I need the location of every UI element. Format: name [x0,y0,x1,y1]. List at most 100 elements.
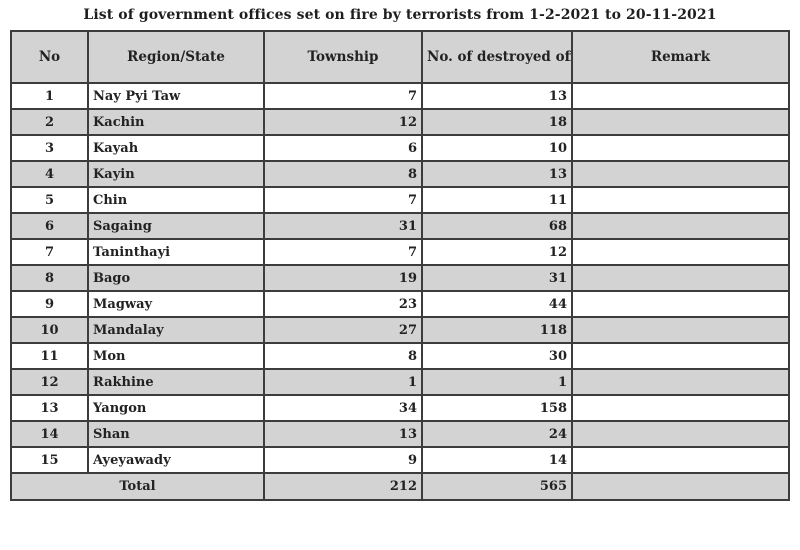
cell-region: Mon [87,342,265,370]
cell-no: 4 [10,160,89,188]
cell-no: 5 [10,186,89,214]
cell-township: 12 [263,108,423,136]
header-region: Region/State [87,30,265,84]
cell-destroyed: 44 [421,290,573,318]
cell-township: 7 [263,82,423,110]
cell-region: Sagaing [87,212,265,240]
total-destroyed-value: 565 [421,472,573,501]
cell-township: 34 [263,394,423,422]
total-label: Total [10,472,265,501]
table-row: 15 Ayeyawady 9 14 [10,446,790,474]
header-row: No Region/State Township No. of destroye… [10,30,790,84]
cell-destroyed: 14 [421,446,573,474]
header-remark: Remark [571,30,790,84]
cell-region: Yangon [87,394,265,422]
cell-no: 12 [10,368,89,396]
cell-no: 2 [10,108,89,136]
cell-township: 8 [263,342,423,370]
table-row: 8 Bago 19 31 [10,264,790,292]
cell-no: 10 [10,316,89,344]
table-row: 9 Magway 23 44 [10,290,790,318]
table-row: 6 Sagaing 31 68 [10,212,790,240]
total-row: Total 212 565 [10,472,790,501]
table-body: 1 Nay Pyi Taw 7 13 2 Kachin 12 18 3 Kayah 6 10 4 Kayi… [10,82,790,474]
cell-township: 7 [263,186,423,214]
cell-remark [571,446,790,474]
cell-destroyed: 158 [421,394,573,422]
cell-township: 8 [263,160,423,188]
cell-destroyed: 24 [421,420,573,448]
cell-destroyed: 10 [421,134,573,162]
header-no: No [10,30,89,84]
cell-remark [571,160,790,188]
table-row: 4 Kayin 8 13 [10,160,790,188]
cell-remark [571,290,790,318]
total-remark-cell [571,472,790,501]
cell-township: 27 [263,316,423,344]
total-township-value: 212 [263,472,423,501]
cell-destroyed: 31 [421,264,573,292]
cell-no: 11 [10,342,89,370]
cell-remark [571,186,790,214]
cell-remark [571,420,790,448]
cell-region: Shan [87,420,265,448]
table-row: 7 Taninthayi 7 12 [10,238,790,266]
cell-township: 7 [263,238,423,266]
cell-destroyed: 13 [421,82,573,110]
cell-remark [571,238,790,266]
table-row: 2 Kachin 12 18 [10,108,790,136]
cell-remark [571,212,790,240]
cell-township: 13 [263,420,423,448]
cell-remark [571,82,790,110]
cell-region: Rakhine [87,368,265,396]
cell-destroyed: 11 [421,186,573,214]
cell-remark [571,264,790,292]
cell-destroyed: 118 [421,316,573,344]
cell-destroyed: 1 [421,368,573,396]
table-header: No Region/State Township No. of destroye… [10,30,790,84]
cell-no: 7 [10,238,89,266]
cell-region: Kayah [87,134,265,162]
cell-region: Mandalay [87,316,265,344]
cell-region: Magway [87,290,265,318]
cell-no: 1 [10,82,89,110]
header-township: Township [263,30,423,84]
cell-township: 31 [263,212,423,240]
cell-township: 23 [263,290,423,318]
table-row: 5 Chin 7 11 [10,186,790,214]
table-footer: Total 212 565 [10,472,790,501]
page-title: List of government offices set on fire b… [83,7,717,23]
cell-destroyed: 30 [421,342,573,370]
cell-remark [571,394,790,422]
cell-region: Taninthayi [87,238,265,266]
cell-township: 6 [263,134,423,162]
table-row: 11 Mon 8 30 [10,342,790,370]
cell-remark [571,108,790,136]
cell-remark [571,316,790,344]
cell-destroyed: 68 [421,212,573,240]
cell-destroyed: 13 [421,160,573,188]
table-row: 14 Shan 13 24 [10,420,790,448]
cell-remark [571,368,790,396]
table-row: 3 Kayah 6 10 [10,134,790,162]
table-row: 1 Nay Pyi Taw 7 13 [10,82,790,110]
cell-region: Ayeyawady [87,446,265,474]
cell-no: 8 [10,264,89,292]
cell-region: Bago [87,264,265,292]
cell-no: 13 [10,394,89,422]
cell-region: Nay Pyi Taw [87,82,265,110]
offices-destroyed-table: No Region/State Township No. of destroye… [10,30,790,501]
table-row: 12 Rakhine 1 1 [10,368,790,396]
table-row: 13 Yangon 34 158 [10,394,790,422]
cell-township: 9 [263,446,423,474]
cell-no: 9 [10,290,89,318]
cell-remark [571,134,790,162]
cell-township: 19 [263,264,423,292]
cell-region: Kayin [87,160,265,188]
cell-no: 15 [10,446,89,474]
cell-no: 6 [10,212,89,240]
cell-destroyed: 18 [421,108,573,136]
cell-township: 1 [263,368,423,396]
cell-no: 14 [10,420,89,448]
